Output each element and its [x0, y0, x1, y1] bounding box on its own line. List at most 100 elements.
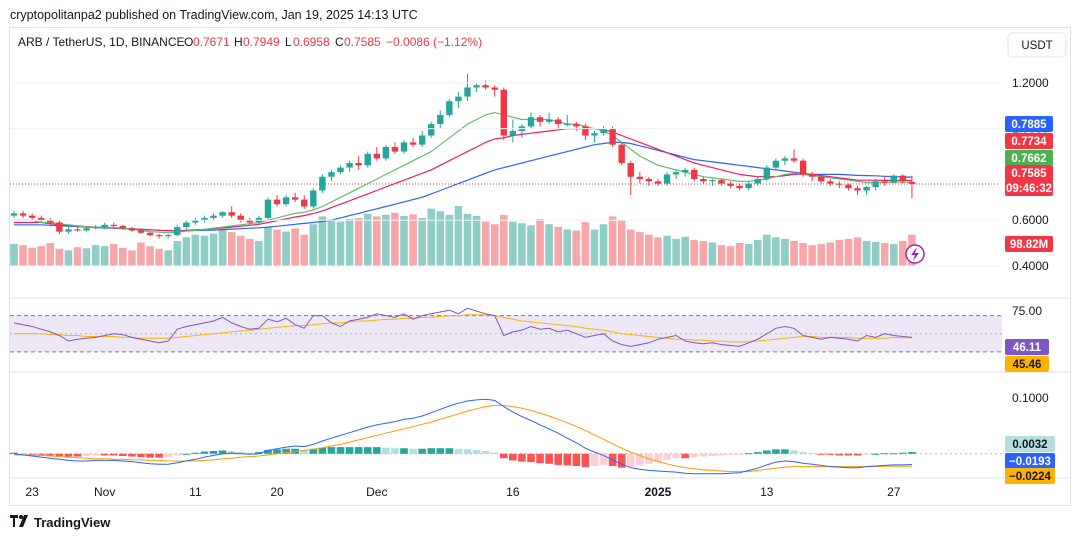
- volume-bar: [336, 221, 345, 266]
- volume-bar: [109, 244, 118, 266]
- ohlc-change: −0.0086 (−1.12%): [386, 35, 482, 49]
- ma-blue-line: [14, 141, 912, 232]
- macd-histogram-bar: [236, 452, 245, 454]
- currency-button-label[interactable]: USDT: [1021, 40, 1052, 52]
- candle-body: [364, 153, 371, 166]
- volume-bar: [10, 244, 18, 266]
- volume-bar: [146, 246, 154, 266]
- candle-body: [264, 199, 272, 218]
- candle-body: [818, 176, 825, 182]
- macd-histogram-bar: [146, 453, 154, 458]
- candle-body: [700, 179, 707, 182]
- time-axis-label: Dec: [366, 485, 387, 499]
- candle-body: [128, 228, 136, 231]
- candle-body: [47, 220, 54, 223]
- price-axis-label-bg: [1005, 236, 1053, 252]
- candle-body: [863, 187, 870, 191]
- macd-histogram-bar: [55, 453, 64, 456]
- macd-histogram-bar: [672, 453, 680, 459]
- time-axis[interactable]: 23 Nov 11 20 Dec 16 2025 13 27: [25, 485, 900, 499]
- lightning-icon[interactable]: [905, 244, 925, 264]
- candle-body: [83, 228, 90, 231]
- macd-histogram-bar: [354, 447, 363, 454]
- macd-histogram-bar: [373, 447, 381, 454]
- ohlc-low-value: 0.6958: [293, 35, 330, 49]
- candle-body: [201, 217, 208, 221]
- volume-bar: [880, 243, 889, 266]
- candle-body: [645, 179, 653, 182]
- macd-histogram-bar: [563, 453, 572, 466]
- volume-bar: [527, 225, 535, 266]
- price-axis-label: 0.7585: [1011, 168, 1047, 180]
- ma-red-line: [14, 128, 912, 232]
- macd-value-label-bg: [1005, 453, 1055, 469]
- candle-body: [573, 124, 580, 127]
- macd-histogram-bar: [899, 452, 907, 454]
- time-axis-label: 13: [760, 485, 774, 499]
- macd-value-label: 0.0032: [1012, 439, 1047, 451]
- price-axis-label: 98.82M: [1010, 239, 1048, 251]
- macd-histogram-bar: [37, 453, 46, 455]
- candle-body: [681, 169, 689, 173]
- macd-signal-line: [14, 404, 912, 473]
- volume-bar: [654, 237, 662, 266]
- candle-body: [337, 167, 344, 173]
- macd-pane: 0.1000 0.0032 −0.0193 −0.0224: [10, 391, 1055, 484]
- volume-bar: [128, 250, 136, 266]
- macd-histogram-bar: [880, 453, 889, 455]
- price-axis-label-bg: [1005, 116, 1053, 132]
- macd-histogram-bar: [318, 447, 327, 454]
- candle-body: [192, 220, 199, 223]
- volume-bar: [717, 245, 726, 266]
- ohlc-close-value: 0.7585: [344, 35, 381, 49]
- macd-histogram-bar: [590, 453, 599, 466]
- ma-green-line: [14, 111, 912, 234]
- macd-histogram-bar: [617, 453, 626, 468]
- time-axis-label: 20: [270, 485, 284, 499]
- macd-histogram-bar: [427, 448, 436, 454]
- volume-bar: [726, 246, 735, 266]
- volume-bar: [608, 216, 617, 266]
- candle-body: [183, 222, 190, 228]
- macd-histogram-bar: [82, 453, 91, 456]
- candle-body: [155, 235, 163, 237]
- volume-bar: [590, 229, 599, 266]
- candle-body: [482, 85, 489, 88]
- price-axis[interactable]: 1.20001.00000.60000.40000.78850.77340.76…: [10, 76, 1053, 273]
- chart-frame[interactable]: [9, 27, 1071, 506]
- macd-histogram-bar: [690, 453, 699, 458]
- ohlc-low-label: L: [285, 35, 292, 49]
- candle-body: [101, 224, 108, 228]
- candle-body: [827, 181, 834, 184]
- volume-bar: [73, 247, 82, 266]
- candle-body: [582, 126, 589, 136]
- volume-bar: [636, 232, 644, 266]
- volume-bar: [373, 216, 381, 266]
- macd-histogram-bar: [717, 453, 726, 456]
- candle-body: [473, 85, 480, 88]
- macd-value-label-bg: [1005, 468, 1055, 484]
- candle-body: [564, 124, 571, 126]
- macd-histogram-bar: [636, 453, 644, 466]
- tradingview-footer[interactable]: TradingView: [10, 515, 110, 530]
- candle-body: [418, 135, 426, 145]
- macd-histogram-bar: [10, 452, 18, 454]
- volume-bar: [781, 238, 789, 266]
- macd-histogram-bar: [273, 449, 281, 454]
- candle-body: [718, 180, 725, 184]
- candle-body: [210, 215, 217, 218]
- candle-body: [872, 181, 879, 188]
- rsi-pane: 75.00 46.11 45.46: [10, 304, 1049, 372]
- rsi-ma-line: [14, 314, 912, 343]
- macd-histogram-bar: [137, 453, 145, 458]
- macd-histogram-bar: [382, 447, 390, 454]
- price-tick-label: 1.2000: [1012, 76, 1049, 90]
- currency-button[interactable]: USDT: [1007, 32, 1067, 58]
- macd-histogram-bar: [391, 448, 399, 454]
- volume-bar: [626, 229, 635, 266]
- candle-body: [291, 197, 299, 200]
- volume-bar: [309, 224, 318, 266]
- volume-bar: [862, 240, 871, 266]
- ohlc-open-label: O: [184, 35, 193, 49]
